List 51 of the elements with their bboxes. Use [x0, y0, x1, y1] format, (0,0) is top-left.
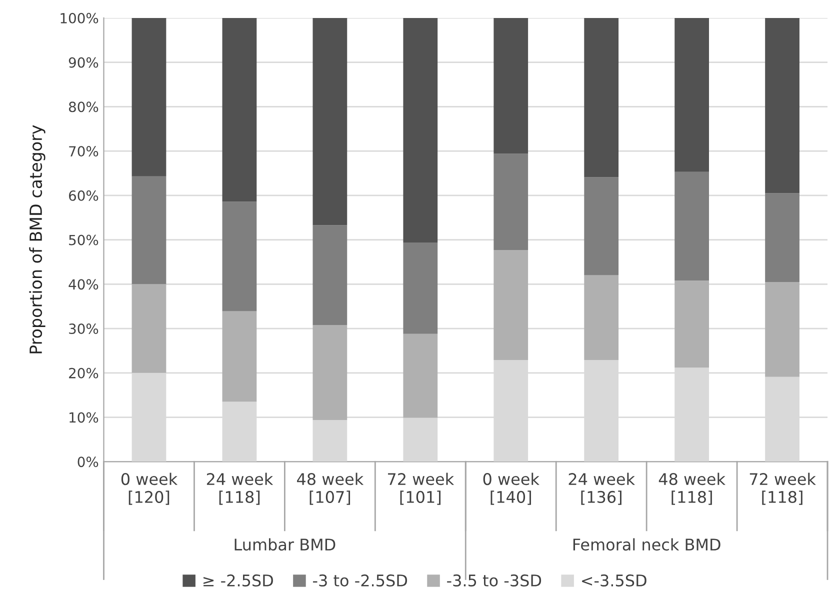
legend-label: <-3.5SD [582, 574, 646, 587]
bar [674, 172, 709, 281]
bar [222, 18, 257, 202]
y-tick-label: 100% [60, 12, 98, 24]
bar [494, 154, 528, 250]
legend-label: -3.5 to -3SD [447, 574, 542, 587]
x-tick-label: 48 week [118] [658, 472, 726, 505]
x-tick-label: 48 week [107] [297, 472, 364, 505]
bar [312, 324, 348, 420]
bar [674, 280, 709, 368]
y-tick-label: 20% [69, 368, 98, 378]
bar [403, 242, 438, 334]
bar [674, 18, 709, 172]
y-tick-label: 50% [69, 234, 98, 246]
y-tick-label: 40% [68, 279, 98, 290]
bar [132, 284, 166, 373]
y-tick-label: 90% [68, 57, 98, 68]
x-tick-label: 72 week [118] [750, 472, 816, 505]
bar [584, 18, 619, 178]
x-tick-label: 24 week [136] [568, 472, 635, 505]
bar [584, 275, 619, 360]
legend-label: -3 to -2.5SD [313, 574, 408, 587]
bar [132, 176, 166, 284]
text: Lumbar BMD [234, 538, 336, 551]
y-tick-label: 60% [68, 190, 98, 201]
bar [312, 420, 348, 462]
legend-label: ≥ -2.5SD [204, 574, 273, 587]
bar [403, 18, 438, 242]
bar [494, 18, 528, 154]
bar [765, 193, 800, 282]
bar [132, 18, 166, 176]
y-tick-label: 70% [69, 146, 98, 157]
x-tick-label: 72 week [101] [388, 472, 454, 505]
bar [765, 18, 800, 194]
bar [494, 250, 528, 360]
bar [312, 225, 348, 325]
bar [403, 334, 438, 418]
x-tick-label: 24 week [118] [206, 472, 274, 505]
x-tick-label: 0 week [120] [121, 472, 178, 505]
bar [222, 202, 257, 312]
y-axis-title: Proportion of BMD category [29, 125, 46, 354]
bar [222, 311, 257, 402]
y-tick-label: 30% [69, 324, 98, 334]
y-tick-label: 10% [70, 412, 98, 423]
bar [584, 177, 619, 276]
bar [765, 282, 800, 377]
y-tick-label: 0% [78, 456, 98, 468]
x-tick-label: 0 week [140] [483, 472, 540, 505]
bar [312, 18, 348, 226]
y-tick-label: 80% [68, 102, 98, 112]
text: Femoral neck BMD [573, 538, 720, 551]
